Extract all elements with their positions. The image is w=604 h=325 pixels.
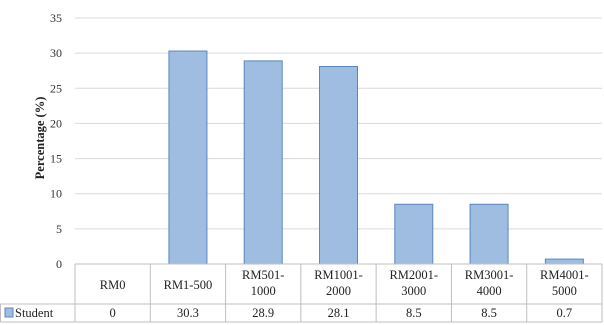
category-label: RM4001-5000 (540, 268, 589, 298)
y-tick-label: 25 (50, 81, 62, 95)
data-value-cell: 30.3 (177, 306, 199, 320)
bar-6 (469, 203, 509, 265)
y-tick-label: 20 (50, 116, 62, 130)
bar-2 (168, 50, 208, 265)
data-value-cell: 28.1 (328, 306, 350, 320)
y-tick-label: 5 (56, 222, 62, 236)
bar-3 (243, 60, 283, 265)
category-label: RM1001-2000 (314, 268, 363, 298)
bar-5 (394, 203, 434, 265)
legend-swatch (4, 307, 14, 318)
data-value-cell: 0 (110, 306, 116, 320)
category-label: RM3001-4000 (465, 268, 514, 298)
data-value-cell: 8.5 (481, 306, 497, 320)
y-tick-label: 15 (50, 152, 62, 166)
category-label: RM1-500 (164, 278, 213, 292)
data-value-cell: 28.9 (252, 306, 274, 320)
y-tick-label: 10 (50, 187, 62, 201)
legend-label: Student (15, 306, 54, 320)
category-label: RM2001-3000 (389, 268, 438, 298)
bar-4 (319, 65, 358, 265)
bar-7 (544, 258, 584, 265)
y-tick-label: 0 (56, 257, 62, 271)
data-value-cell: 8.5 (406, 306, 422, 320)
category-label: RM501-1000 (242, 268, 284, 298)
data-value-cell: 0.7 (557, 306, 573, 320)
y-axis-label: Percentage (%) (33, 97, 47, 180)
y-tick-label: 30 (50, 46, 62, 60)
y-tick-label: 35 (50, 11, 62, 25)
category-label: RM0 (100, 278, 126, 292)
